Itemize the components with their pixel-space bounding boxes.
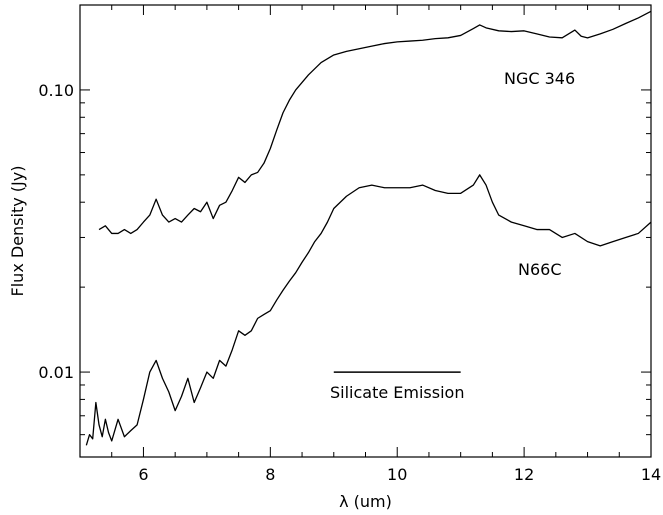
series-label-1: NGC 346 — [504, 69, 575, 88]
y-axis-title: Flux Density (Jy) — [8, 166, 27, 297]
series-line-2 — [85, 174, 652, 446]
y-tick-label: 0.01 — [38, 363, 74, 382]
x-tick-label: 8 — [265, 465, 275, 484]
series-label-2: N66C — [518, 260, 562, 279]
y-tick-label: 0.10 — [38, 81, 74, 100]
series-line-1 — [98, 10, 652, 235]
x-tick-label: 6 — [138, 465, 148, 484]
x-tick-label: 14 — [641, 465, 661, 484]
x-tick-label: 12 — [514, 465, 534, 484]
silicate-emission-label: Silicate Emission — [330, 383, 464, 402]
x-axis-title: λ (um) — [339, 492, 392, 511]
series-layer: NGC 346 N66C — [85, 10, 652, 446]
axis-ticks: 6 8 10 12 14 0.01 0.10 — [38, 4, 661, 484]
x-tick-label: 10 — [387, 465, 407, 484]
annotation-layer: Silicate Emission — [330, 371, 464, 402]
